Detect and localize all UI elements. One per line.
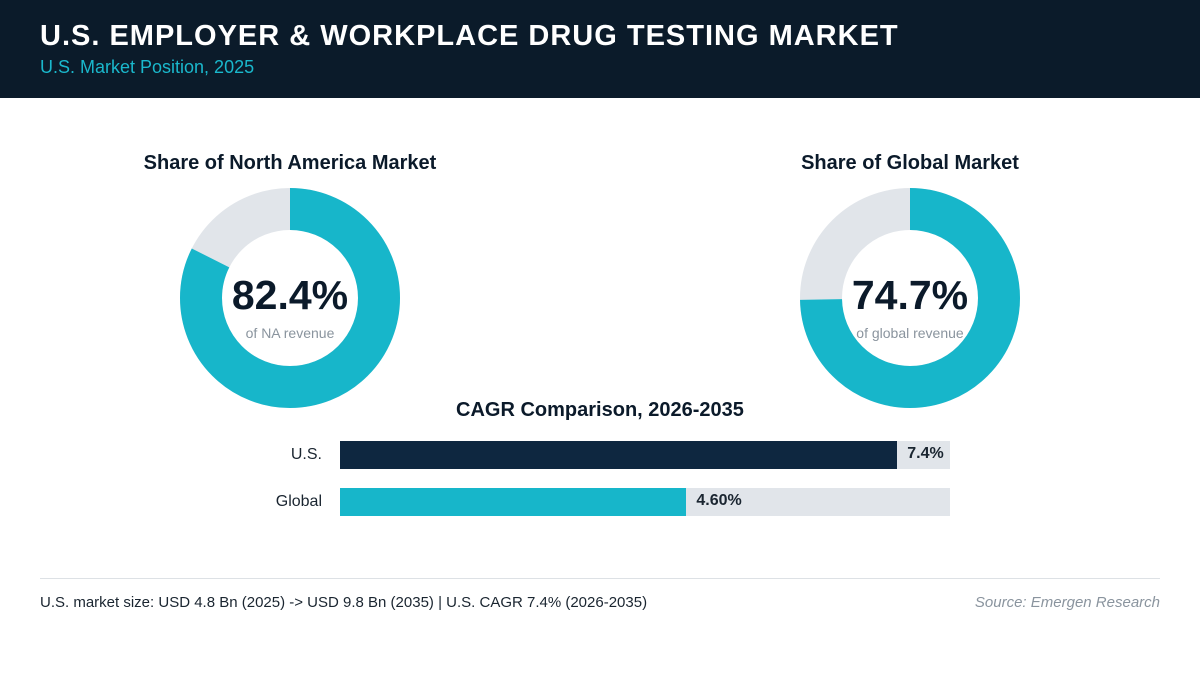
cagr-bar-track-us: 7.4%	[340, 441, 950, 469]
global-share-title: Share of Global Market	[801, 152, 1019, 174]
cagr-value-global: 4.60%	[696, 492, 742, 509]
global-donut-slice	[800, 188, 1020, 408]
na-share-donut: 82.4% of NA revenue	[180, 188, 400, 408]
cagr-bar-global	[340, 488, 687, 516]
header-banner: U.S. EMPLOYER & WORKPLACE DRUG TESTING M…	[0, 0, 1200, 98]
cagr-bar-label-global: Global	[275, 493, 322, 510]
footer-divider	[40, 578, 1160, 579]
cagr-value-us: 7.4%	[907, 445, 944, 462]
cagr-bar-row-global: Global 4.60%	[0, 488, 1200, 516]
page-title: U.S. EMPLOYER & WORKPLACE DRUG TESTING M…	[40, 20, 899, 52]
na-share-value: 82.4%	[231, 272, 349, 318]
global-share-value: 74.7%	[851, 272, 969, 318]
cagr-bar-us	[340, 441, 898, 469]
market-size-note: U.S. market size: USD 4.8 Bn (2025) -> U…	[40, 594, 648, 611]
cagr-bar-row-us: U.S. 7.4%	[0, 441, 1200, 469]
cagr-chart-title: CAGR Comparison, 2026-2035	[456, 399, 744, 421]
cagr-bar-label-us: U.S.	[290, 446, 322, 463]
na-share-label: of NA revenue	[245, 325, 335, 341]
source-credit: Source: Emergen Research	[974, 594, 1160, 611]
cagr-bar-track-global: 4.60%	[340, 488, 950, 516]
global-share-label: of global revenue	[856, 325, 964, 341]
na-donut-slice	[180, 188, 400, 408]
na-share-title: Share of North America Market	[143, 152, 437, 174]
page-subtitle: U.S. Market Position, 2025	[40, 57, 255, 77]
global-share-donut: 74.7% of global revenue	[800, 188, 1020, 408]
